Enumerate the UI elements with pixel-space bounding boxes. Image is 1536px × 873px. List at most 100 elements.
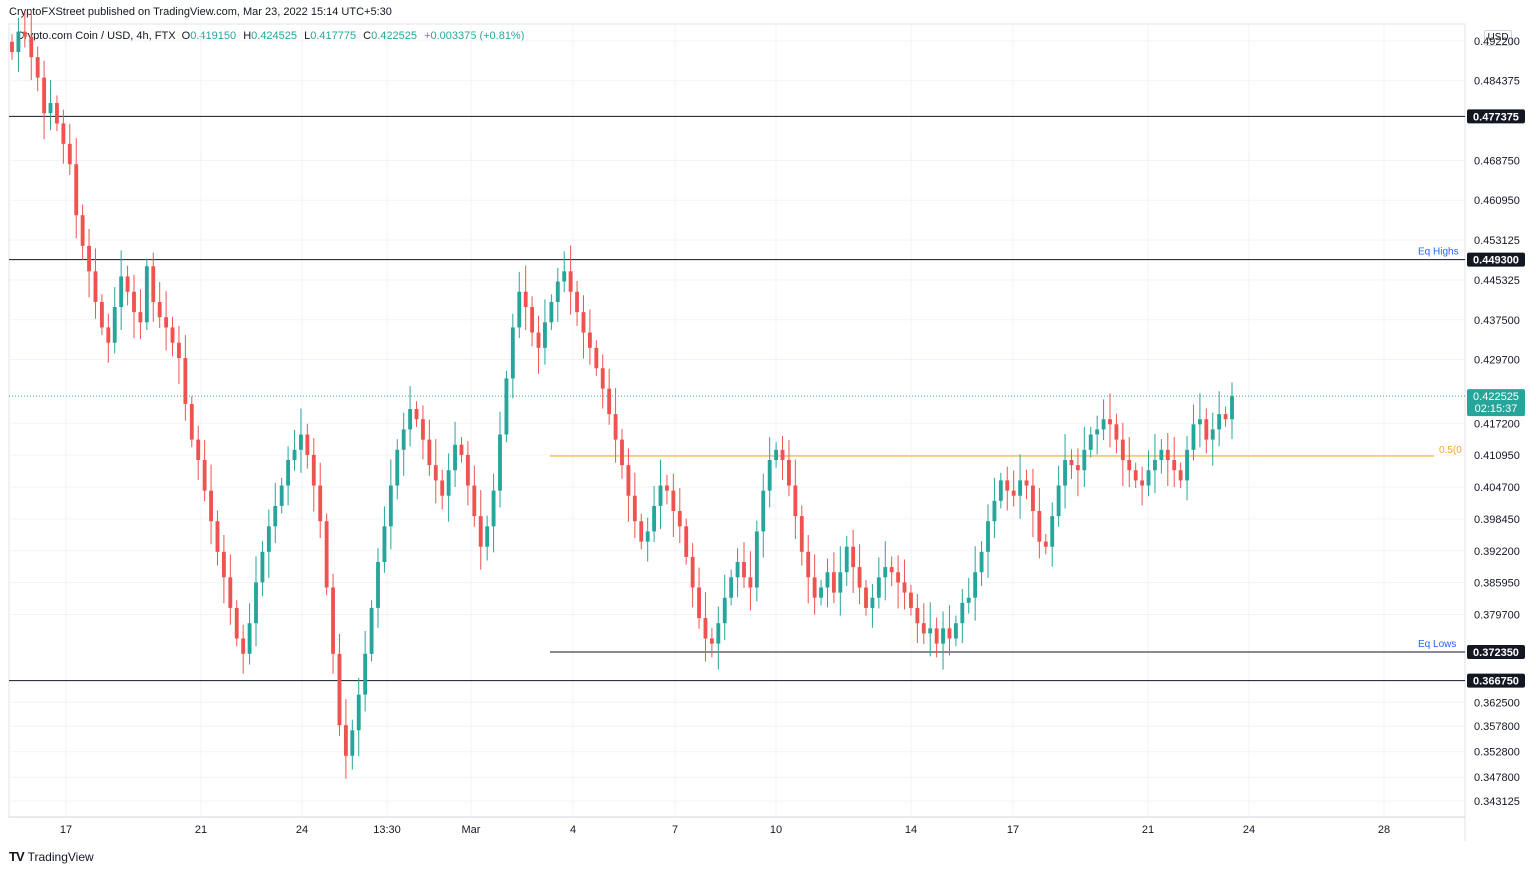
candle-body: [1133, 470, 1138, 481]
candle-body: [132, 291, 136, 313]
candle-body: [221, 551, 226, 578]
candle-body: [1146, 470, 1151, 486]
close-value: 0.422525: [371, 30, 418, 42]
candle-body: [1114, 424, 1119, 440]
y-tick-label: 0.484375: [1474, 76, 1520, 88]
candle-body: [1159, 449, 1164, 461]
candle-body: [889, 567, 894, 573]
candle-body: [1043, 541, 1048, 547]
candle-body: [106, 327, 111, 343]
candle-body: [902, 582, 907, 593]
candle-body: [465, 454, 470, 486]
candle-body: [196, 439, 201, 461]
high-value: 0.424525: [251, 30, 298, 42]
candle-body: [254, 582, 258, 624]
candle-body: [825, 572, 830, 588]
candle-body: [48, 103, 53, 114]
candle-body: [517, 291, 522, 328]
currency-selector[interactable]: USD: [1484, 30, 1512, 46]
candle-body: [1005, 480, 1010, 491]
y-tick-label: 0.417200: [1474, 418, 1520, 430]
candle-body: [806, 551, 811, 578]
y-tick-label: 0.492200: [1474, 36, 1520, 48]
candles: [10, 10, 1234, 779]
candle-body: [626, 465, 631, 496]
candle-body: [600, 368, 605, 389]
candle-body: [343, 725, 348, 756]
candle-body: [241, 638, 246, 654]
candle-body: [350, 730, 355, 756]
candle-body: [504, 378, 509, 435]
y-tick-label: 0.362500: [1474, 697, 1520, 709]
candle-body: [209, 490, 213, 522]
candle-body: [363, 653, 368, 695]
candle-body: [774, 449, 779, 461]
candle-body: [549, 301, 554, 323]
candle-body: [742, 562, 746, 578]
candle-body: [819, 587, 823, 598]
candle-body: [1127, 460, 1132, 471]
candle-body: [485, 526, 490, 547]
level-lines: [9, 115, 1465, 682]
candle-body: [67, 143, 72, 165]
candle-body: [992, 500, 997, 522]
candle-body: [337, 653, 342, 726]
annotation-label: Eq Lows: [1418, 639, 1456, 650]
x-tick-label: 24: [1243, 824, 1255, 836]
level-price-label: 0.372350: [1473, 647, 1519, 659]
candle-body: [247, 623, 252, 654]
price-axis: 0.492200 0.484375 0.468750 0.460950 0.453125…: [1474, 36, 1520, 808]
candle-body: [22, 31, 27, 37]
y-tick-label: 0.352800: [1474, 747, 1520, 759]
candle-body: [613, 414, 618, 440]
level-price-label: 0.449300: [1473, 255, 1519, 267]
y-tick-label: 0.392200: [1474, 546, 1520, 558]
candle-body: [960, 602, 965, 624]
tradingview-branding[interactable]: TV TradingView: [9, 849, 94, 864]
candle-body: [388, 485, 393, 527]
symbol-legend: Crypto.com Coin / USD, 4h, FTX O0.419150…: [16, 30, 528, 42]
candle-body: [620, 439, 624, 466]
candle-body: [1185, 449, 1189, 481]
candle-body: [684, 526, 689, 557]
candle-body: [767, 460, 772, 491]
y-tick-label: 0.445325: [1474, 275, 1520, 287]
x-tick-label: 13:30: [373, 824, 401, 836]
candle-body: [440, 480, 445, 496]
fib-label: 0.5(0: [1439, 445, 1462, 456]
level-price-tag: [1467, 673, 1525, 688]
candle-body: [478, 516, 483, 547]
candle-body: [99, 301, 104, 328]
candle-body: [652, 505, 657, 532]
candle-body: [1095, 429, 1100, 435]
candle-body: [356, 694, 361, 731]
candle-body: [754, 531, 759, 588]
x-tick-label: 17: [60, 824, 72, 836]
change-value: +0.003375 (+0.81%): [424, 30, 525, 42]
candle-body: [632, 495, 637, 522]
candle-body: [966, 597, 971, 603]
candle-body: [909, 592, 913, 608]
candle-body: [658, 485, 663, 506]
candle-body: [787, 460, 791, 486]
candle-body: [729, 577, 734, 598]
candle-body: [279, 485, 284, 506]
tradingview-name: TradingView: [27, 849, 94, 864]
candle-body: [934, 628, 939, 644]
y-tick-label: 0.468750: [1474, 155, 1520, 167]
candle-body: [177, 342, 181, 359]
candle-body: [215, 521, 220, 552]
candle-body: [793, 485, 798, 517]
candle-body: [1230, 396, 1234, 420]
candle-body: [555, 281, 560, 302]
candle-body: [639, 521, 644, 542]
x-tick-label: 7: [672, 824, 678, 836]
x-tick-label: Mar: [462, 824, 481, 836]
candle-body: [35, 57, 40, 78]
x-tick-label: 21: [195, 824, 207, 836]
publisher-caption: CryptoFXStreet published on TradingView.…: [9, 6, 392, 18]
x-tick-label: 21: [1142, 824, 1154, 836]
candle-body: [812, 577, 817, 598]
candle-body: [1101, 419, 1106, 430]
